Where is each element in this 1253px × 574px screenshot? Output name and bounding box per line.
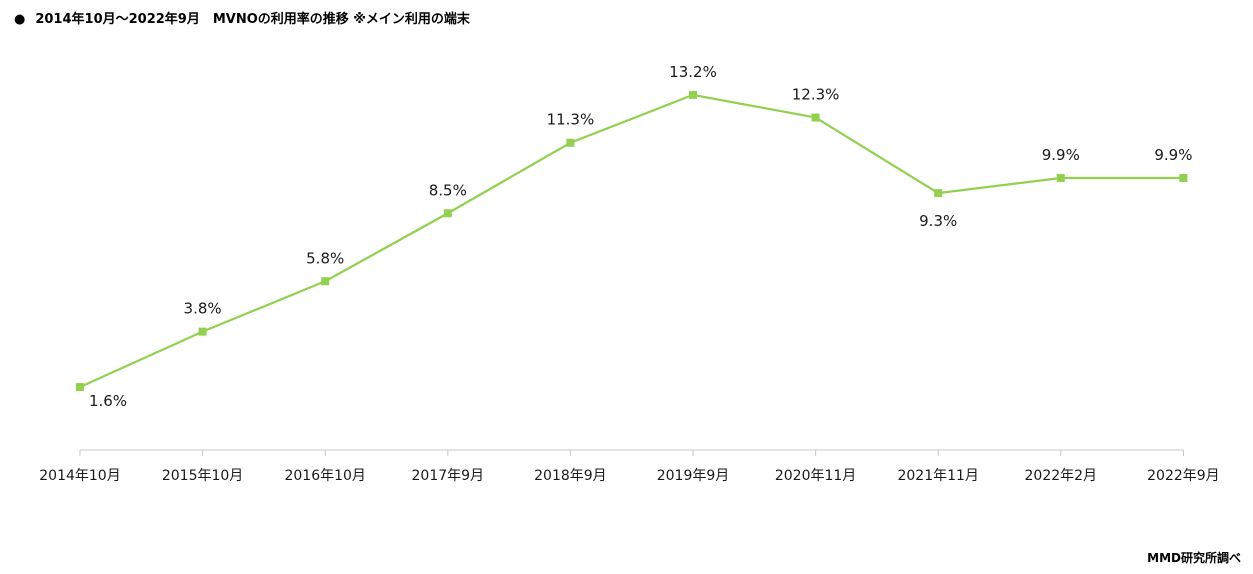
x-tick-label: 2022年9月 xyxy=(1147,468,1220,484)
data-label: 3.8% xyxy=(184,300,222,318)
data-point-marker xyxy=(76,383,84,392)
data-point-marker xyxy=(934,189,943,198)
data-label: 9.9% xyxy=(1154,146,1192,164)
data-point-marker xyxy=(198,327,207,336)
x-tick-label: 2017年9月 xyxy=(412,468,485,484)
x-tick-label: 2019年9月 xyxy=(657,468,730,484)
data-point-marker xyxy=(1179,174,1188,182)
data-label: 9.9% xyxy=(1042,146,1080,164)
x-tick-label: 2016年10月 xyxy=(284,468,365,484)
chart-title: ● 2014年10月～2022年9月 MVNOの利用率の推移 ※メイン利用の端末 xyxy=(14,8,470,27)
data-point-marker xyxy=(689,90,697,99)
data-point-marker xyxy=(811,113,820,122)
chart-title-text: 2014年10月～2022年9月 MVNOの利用率の推移 ※メイン利用の端末 xyxy=(35,12,470,27)
x-tick-label: 2014年10月 xyxy=(39,468,120,484)
x-tick-label: 2022年2月 xyxy=(1025,468,1098,484)
bullet-icon: ● xyxy=(14,12,26,27)
data-point-marker xyxy=(321,277,330,286)
data-label: 11.3% xyxy=(547,111,595,129)
data-label: 1.6% xyxy=(89,392,127,410)
data-point-marker xyxy=(566,138,575,147)
data-label: 9.3% xyxy=(919,212,957,230)
source-credit: MMD研究所調べ xyxy=(1147,551,1241,565)
data-point-marker xyxy=(1056,174,1065,182)
x-tick-label: 2018年9月 xyxy=(534,468,607,484)
data-point-marker xyxy=(443,209,452,218)
data-label: 8.5% xyxy=(429,181,467,199)
series-line xyxy=(79,93,1184,389)
x-tick-label: 2015年10月 xyxy=(162,468,243,484)
x-tick-label: 2021年11月 xyxy=(897,468,978,484)
x-tick-label: 2020年11月 xyxy=(775,468,856,484)
data-label: 13.2% xyxy=(669,63,717,81)
data-label: 5.8% xyxy=(306,249,344,267)
data-label: 12.3% xyxy=(792,86,840,104)
